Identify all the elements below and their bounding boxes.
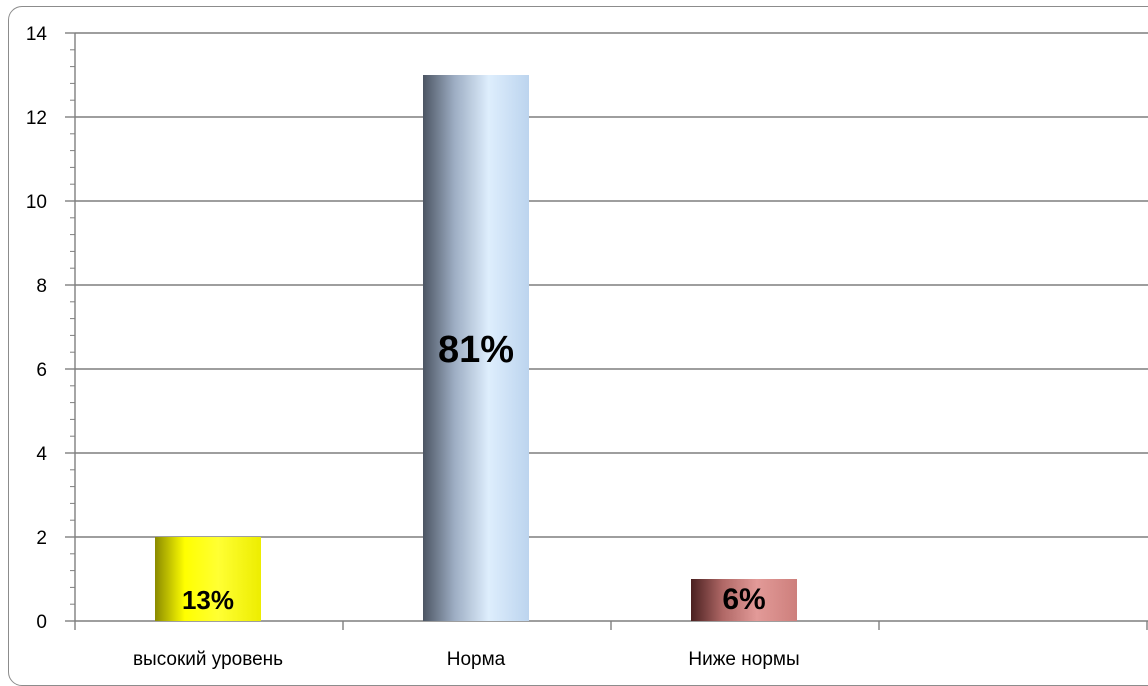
x-category-label: Ниже нормы xyxy=(688,649,799,670)
bar xyxy=(155,537,261,621)
y-tick-label: 8 xyxy=(36,276,47,297)
x-category-label: высокий уровень xyxy=(133,649,283,670)
y-tick-label: 0 xyxy=(36,612,47,633)
y-tick-label: 2 xyxy=(36,528,47,549)
data-label: 13% xyxy=(182,585,234,615)
data-label: 81% xyxy=(438,329,514,371)
y-tick-label: 10 xyxy=(26,192,47,213)
y-tick-label: 4 xyxy=(36,444,47,465)
y-tick-label: 6 xyxy=(36,360,47,381)
bar xyxy=(691,579,797,621)
x-category-label: Норма xyxy=(447,649,506,670)
y-tick-label: 12 xyxy=(26,108,47,129)
bar xyxy=(423,75,529,621)
y-tick-label: 14 xyxy=(26,24,48,45)
data-label: 6% xyxy=(722,583,765,616)
